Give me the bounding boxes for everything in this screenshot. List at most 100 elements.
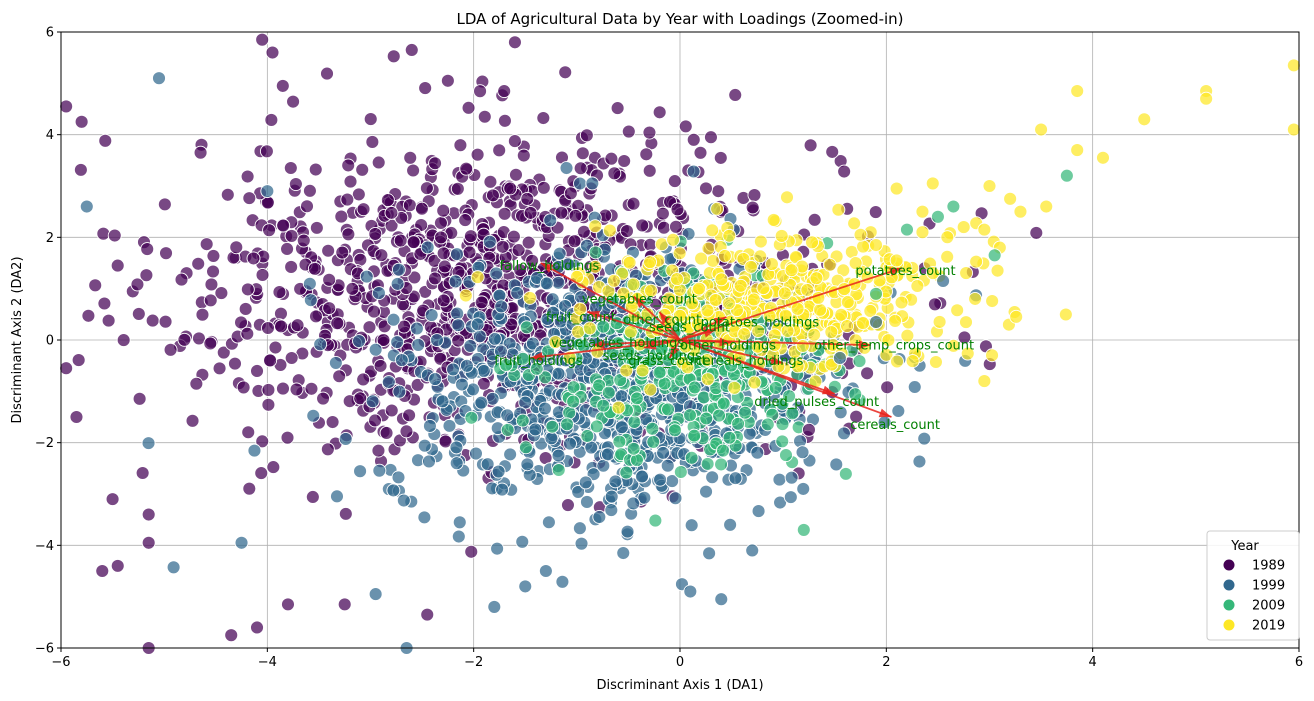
scatter-point-1999 <box>500 408 515 423</box>
scatter-point-1989 <box>386 49 401 64</box>
scatter-point-1989 <box>262 223 277 238</box>
scatter-point-2019 <box>1013 204 1028 219</box>
scatter-point-1989 <box>470 147 485 162</box>
scatter-point-2009 <box>464 410 479 425</box>
scatter-point-1999 <box>423 419 437 433</box>
scatter-point-1989 <box>516 148 531 163</box>
scatter-point-2009 <box>796 522 811 537</box>
scatter-point-2019 <box>805 235 819 250</box>
scatter-point-2009 <box>661 402 675 417</box>
y-tick-label: 2 <box>46 231 54 246</box>
scatter-point-1989 <box>399 424 414 439</box>
scatter-point-1999 <box>448 274 463 289</box>
scatter-point-1989 <box>204 277 219 292</box>
scatter-point-1989 <box>203 293 218 308</box>
scatter-point-1999 <box>571 484 586 499</box>
scatter-point-2009 <box>684 450 699 465</box>
scatter-point-1989 <box>747 188 762 202</box>
scatter-point-1989 <box>73 162 88 177</box>
scatter-point-2019 <box>888 313 903 328</box>
scatter-point-1989 <box>177 332 192 347</box>
scatter-point-1999 <box>234 535 249 550</box>
scatter-point-1989 <box>362 320 377 335</box>
scatter-point-2009 <box>596 398 611 413</box>
scatter-point-1989 <box>322 272 337 287</box>
scatter-point-1989 <box>337 597 352 612</box>
scatter-point-1999 <box>551 366 566 381</box>
scatter-point-1999 <box>552 246 567 261</box>
scatter-point-1989 <box>745 200 760 215</box>
scatter-point-1999 <box>572 521 587 536</box>
scatter-point-1989 <box>406 163 421 178</box>
scatter-point-1989 <box>185 413 200 428</box>
scatter-point-1999 <box>635 469 649 484</box>
scatter-point-1989 <box>274 319 289 334</box>
scatter-point-2009 <box>645 421 660 436</box>
scatter-point-1989 <box>402 198 417 213</box>
scatter-point-2009 <box>668 423 682 438</box>
scatter-point-1989 <box>88 278 103 293</box>
scatter-point-2019 <box>890 354 904 369</box>
scatter-point-2019 <box>959 266 974 280</box>
scatter-point-1999 <box>510 285 525 300</box>
scatter-point-1989 <box>320 66 334 81</box>
scatter-point-2019 <box>458 288 473 303</box>
scatter-point-2009 <box>930 209 945 224</box>
scatter-point-2009 <box>700 456 715 471</box>
scatter-point-2009 <box>589 419 604 434</box>
scatter-point-1989 <box>69 410 84 424</box>
scatter-point-1999 <box>365 394 380 409</box>
scatter-point-2009 <box>716 396 731 411</box>
scatter-point-1999 <box>152 71 166 86</box>
scatter-point-2009 <box>714 457 729 472</box>
scatter-point-1989 <box>351 187 366 202</box>
scatter-point-1999 <box>833 405 848 420</box>
scatter-point-1989 <box>728 88 743 102</box>
scatter-point-2019 <box>756 281 771 296</box>
scatter-point-2019 <box>889 181 904 196</box>
scatter-point-1989 <box>520 191 535 206</box>
scatter-point-1999 <box>518 579 533 594</box>
scatter-point-1989 <box>407 270 422 285</box>
scatter-point-1999 <box>614 420 629 435</box>
x-tick-label: −6 <box>51 655 70 670</box>
scatter-point-1989 <box>642 163 657 178</box>
scatter-point-1999 <box>302 276 317 291</box>
scatter-point-1999 <box>463 338 478 353</box>
scatter-point-1989 <box>338 506 353 521</box>
scatter-point-1999 <box>303 293 318 308</box>
scatter-point-1999 <box>525 336 540 351</box>
scatter-point-1999 <box>772 472 787 487</box>
scatter-point-1989 <box>384 403 399 418</box>
scatter-point-2019 <box>853 227 868 242</box>
scatter-point-1999 <box>330 489 344 504</box>
scatter-point-1989 <box>368 226 383 241</box>
scatter-point-2019 <box>1286 122 1301 137</box>
scatter-point-1989 <box>220 187 235 202</box>
scatter-point-1989 <box>403 150 418 165</box>
scatter-point-1989 <box>131 306 146 321</box>
scatter-point-1989 <box>420 607 435 622</box>
scatter-point-1989 <box>485 188 500 203</box>
scatter-point-1989 <box>284 228 299 243</box>
scatter-point-1989 <box>376 333 391 347</box>
scatter-point-2009 <box>551 463 566 477</box>
scatter-point-1989 <box>402 408 417 423</box>
scatter-point-2019 <box>977 222 992 237</box>
scatter-point-1989 <box>620 224 634 239</box>
scatter-point-2019 <box>915 204 930 219</box>
scatter-point-1999 <box>451 529 466 544</box>
scatter-point-2019 <box>622 255 637 270</box>
scatter-point-1989 <box>554 205 569 220</box>
legend-marker <box>1223 579 1235 591</box>
scatter-point-1989 <box>242 191 257 206</box>
scatter-point-1999 <box>372 463 387 478</box>
scatter-point-1999 <box>580 495 594 509</box>
scatter-point-1989 <box>668 219 683 234</box>
scatter-point-1989 <box>320 442 335 457</box>
scatter-point-1999 <box>538 401 552 416</box>
scatter-point-1999 <box>837 426 851 441</box>
scatter-point-1989 <box>290 318 305 333</box>
scatter-point-1989 <box>643 237 658 252</box>
y-axis-label: Discriminant Axis 2 (DA2) <box>10 256 25 423</box>
